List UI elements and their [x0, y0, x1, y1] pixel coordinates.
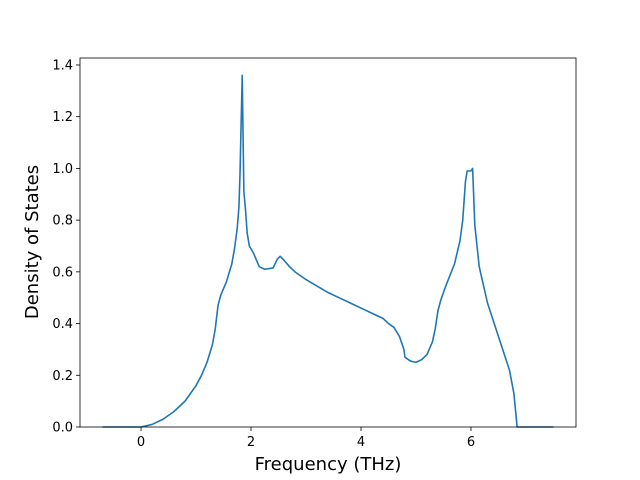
plot-frame: [79, 57, 577, 428]
x-tick-label: 4: [357, 435, 365, 450]
y-tick-label: 0.6: [52, 265, 73, 280]
x-tick-label: 6: [467, 435, 475, 450]
data-line: [102, 74, 554, 428]
y-tick-label: 1.0: [52, 162, 73, 177]
x-axis-label: Frequency (THz): [255, 454, 402, 475]
x-tick-label: 0: [137, 435, 145, 450]
y-axis-label: Density of States: [22, 165, 43, 319]
y-tick-label: 0.2: [52, 369, 73, 384]
y-tick-label: 0.0: [52, 421, 73, 436]
y-tick-label: 0.8: [52, 214, 73, 229]
x-tick-label: 2: [247, 435, 255, 450]
y-tick-label: 1.4: [52, 58, 73, 73]
y-tick-label: 1.2: [52, 110, 73, 125]
y-tick-label: 0.4: [52, 317, 73, 332]
